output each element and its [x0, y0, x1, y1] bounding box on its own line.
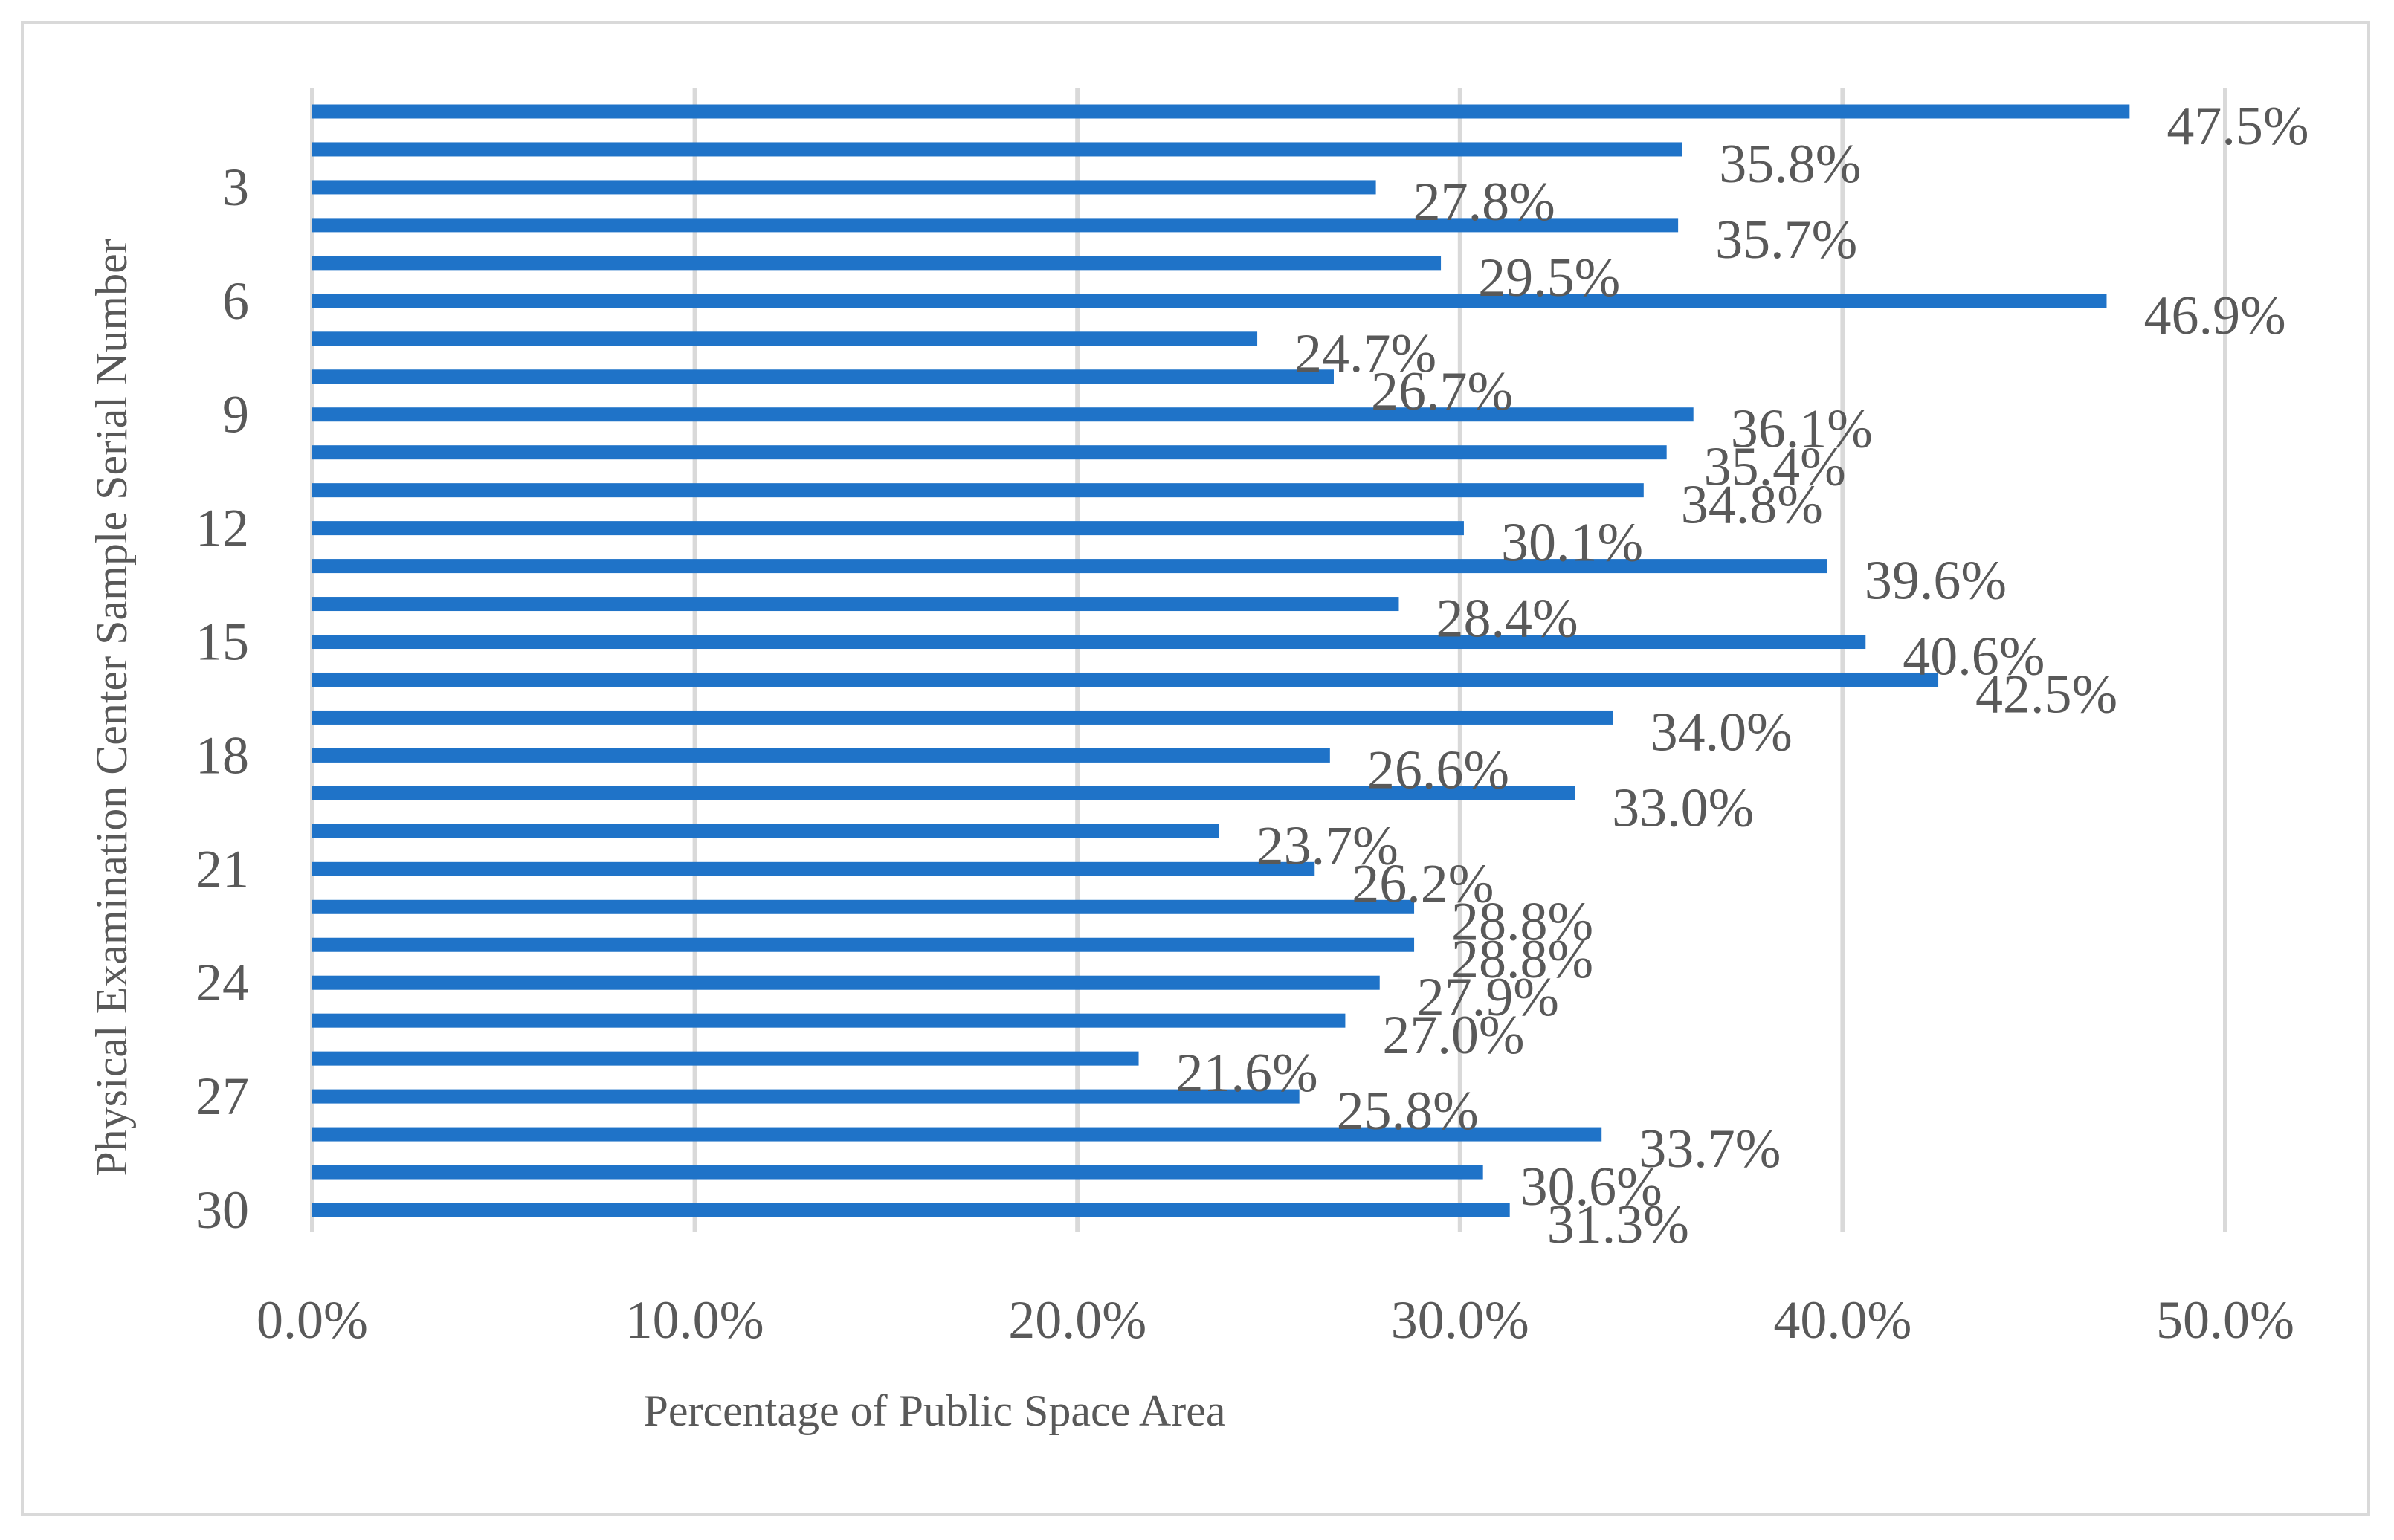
bar-10	[312, 445, 1667, 460]
x-tick-label: 0.0%	[256, 1290, 368, 1350]
data-label-2: 35.8%	[1719, 134, 1861, 195]
bar-16	[312, 672, 1939, 687]
bar-7	[312, 331, 1258, 346]
y-tick-label: 30	[196, 1180, 249, 1240]
bar-29	[312, 1165, 1483, 1180]
bar-15	[312, 635, 1866, 650]
data-label-1: 47.5%	[2166, 96, 2308, 157]
bar-30	[312, 1203, 1510, 1217]
y-tick-label: 21	[196, 839, 249, 899]
gridlines	[310, 88, 2227, 1232]
bar-20	[312, 824, 1219, 838]
bar-24	[312, 975, 1380, 990]
data-label-18: 26.6%	[1367, 740, 1509, 800]
data-label-24: 27.9%	[1417, 967, 1559, 1028]
data-label-7: 24.7%	[1294, 323, 1436, 384]
bar-14	[312, 597, 1399, 612]
x-tick-label: 40.0%	[1773, 1290, 1911, 1350]
x-tick-label: 30.0%	[1391, 1290, 1529, 1350]
bar-28	[312, 1127, 1602, 1142]
bar-3	[312, 180, 1376, 195]
data-label-25: 27.0%	[1382, 1005, 1524, 1066]
data-label-11: 34.8%	[1681, 475, 1823, 536]
data-label-5: 29.5%	[1478, 248, 1620, 308]
bar-9	[312, 407, 1694, 422]
data-label-16: 42.5%	[1975, 664, 2117, 725]
bar-11	[312, 483, 1644, 498]
data-label-27: 25.8%	[1337, 1081, 1479, 1142]
y-tick-label: 15	[196, 612, 249, 672]
bar-5	[312, 256, 1442, 271]
bar-25	[312, 1013, 1346, 1028]
bar-27	[312, 1089, 1300, 1104]
data-label-4: 35.7%	[1715, 210, 1857, 271]
bar-1	[312, 104, 2130, 119]
data-label-6: 46.9%	[2143, 285, 2285, 346]
x-axis-title: Percentage of Public Space Area	[643, 1386, 1225, 1435]
x-axis-tick-labels: 0.0% 10.0% 20.0% 30.0% 40.0% 50.0%	[256, 1290, 2294, 1350]
data-label-29: 30.6%	[1520, 1156, 1662, 1217]
bar-8	[312, 369, 1334, 384]
data-label-22: 28.8%	[1451, 891, 1593, 952]
x-tick-label: 10.0%	[626, 1290, 764, 1350]
bar-18	[312, 748, 1330, 763]
y-axis-title: Physical Examination Center Sample Seria…	[87, 239, 136, 1176]
bar-4	[312, 218, 1679, 233]
y-tick-label: 12	[196, 499, 249, 558]
y-axis-tick-labels: 3 6 9 12 15 18 21 24 27 30	[196, 158, 249, 1240]
y-tick-label: 27	[196, 1067, 249, 1126]
data-label-9: 36.1%	[1731, 399, 1873, 460]
y-tick-label: 24	[196, 953, 249, 1012]
data-label-23: 28.8%	[1451, 929, 1593, 990]
data-label-30: 31.3%	[1547, 1194, 1689, 1255]
data-label-8: 26.7%	[1371, 361, 1513, 422]
bar-26	[312, 1051, 1139, 1066]
x-tick-label: 50.0%	[2156, 1290, 2294, 1350]
data-label-14: 28.4%	[1436, 589, 1578, 650]
data-label-19: 33.0%	[1612, 777, 1754, 838]
data-label-26: 21.6%	[1176, 1043, 1318, 1104]
data-label-28: 33.7%	[1639, 1119, 1781, 1180]
data-label-17: 34.0%	[1651, 702, 1793, 763]
bar-12	[312, 521, 1464, 536]
bar-19	[312, 786, 1575, 800]
bar-17	[312, 710, 1613, 725]
data-label-21: 26.2%	[1352, 853, 1494, 914]
bar-23	[312, 937, 1415, 952]
bars	[312, 104, 2130, 1217]
x-tick-label: 20.0%	[1008, 1290, 1146, 1350]
bar-21	[312, 861, 1315, 876]
y-tick-label: 9	[222, 385, 249, 444]
data-label-15: 40.6%	[1903, 627, 2045, 688]
y-tick-label: 6	[222, 271, 249, 331]
y-tick-label: 18	[196, 725, 249, 785]
data-labels: 47.5% 35.8% 27.8% 35.7% 29.5% 46.9% 24.7%26.7%…	[1176, 96, 2309, 1255]
data-label-3: 27.8%	[1413, 172, 1555, 233]
bar-2	[312, 142, 1682, 157]
data-label-13: 39.6%	[1865, 551, 2007, 612]
bar-22	[312, 899, 1415, 914]
bar-13	[312, 559, 1827, 574]
data-label-20: 23.7%	[1256, 815, 1398, 876]
y-tick-label: 3	[222, 158, 249, 217]
data-label-10: 35.4%	[1704, 437, 1846, 498]
bar-6	[312, 294, 2107, 308]
data-label-12: 30.1%	[1501, 513, 1643, 574]
